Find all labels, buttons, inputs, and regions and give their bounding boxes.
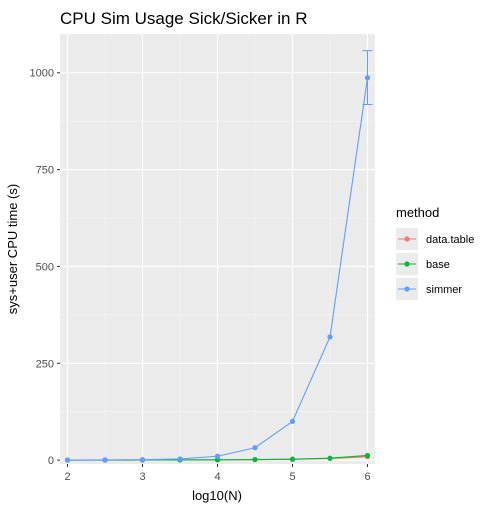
y-tick-label: 1000 xyxy=(30,68,54,80)
y-tick-label: 250 xyxy=(36,358,54,370)
chart-title: CPU Sim Usage Sick/Sicker in R xyxy=(60,9,308,28)
y-tick-label: 500 xyxy=(36,261,54,273)
data-point xyxy=(102,457,108,463)
data-point xyxy=(139,457,146,463)
legend-key-point xyxy=(404,286,410,292)
x-tick-label: 5 xyxy=(289,471,295,483)
legend-label: base xyxy=(426,259,450,271)
series-simmer xyxy=(64,50,373,463)
data-point xyxy=(214,453,221,459)
data-point xyxy=(327,334,333,340)
data-point xyxy=(364,452,371,459)
y-tick-label: 0 xyxy=(48,455,54,467)
x-tick-label: 6 xyxy=(364,471,370,483)
data-point xyxy=(252,456,258,463)
data-point xyxy=(289,418,296,424)
legend-item: base xyxy=(396,253,450,275)
legend-key-point xyxy=(404,236,410,242)
x-tick-label: 2 xyxy=(64,471,70,483)
y-axis: 0 250 500 750 1000 xyxy=(30,68,60,467)
legend-item: data.table xyxy=(396,228,474,250)
x-tick-label: 3 xyxy=(139,471,145,483)
legend-key-point xyxy=(404,261,410,267)
legend-label: simmer xyxy=(426,284,462,296)
x-tick-label: 4 xyxy=(214,471,220,483)
legend-item: simmer xyxy=(396,278,462,300)
y-tick-label: 750 xyxy=(36,165,54,177)
data-point xyxy=(364,75,371,81)
data-point xyxy=(177,456,183,462)
data-point xyxy=(252,445,258,451)
legend-title: method xyxy=(396,205,439,220)
legend: method data.table base simmer xyxy=(396,205,474,300)
data-point xyxy=(64,457,71,463)
legend-label: data.table xyxy=(426,234,474,246)
x-axis-title: log10(N) xyxy=(192,488,242,503)
series-layer xyxy=(64,50,373,463)
x-axis: 2 3 4 5 6 xyxy=(64,464,371,483)
data-point xyxy=(289,456,296,462)
data-point xyxy=(327,455,333,461)
y-axis-title: sys+user CPU time (s) xyxy=(5,184,20,314)
